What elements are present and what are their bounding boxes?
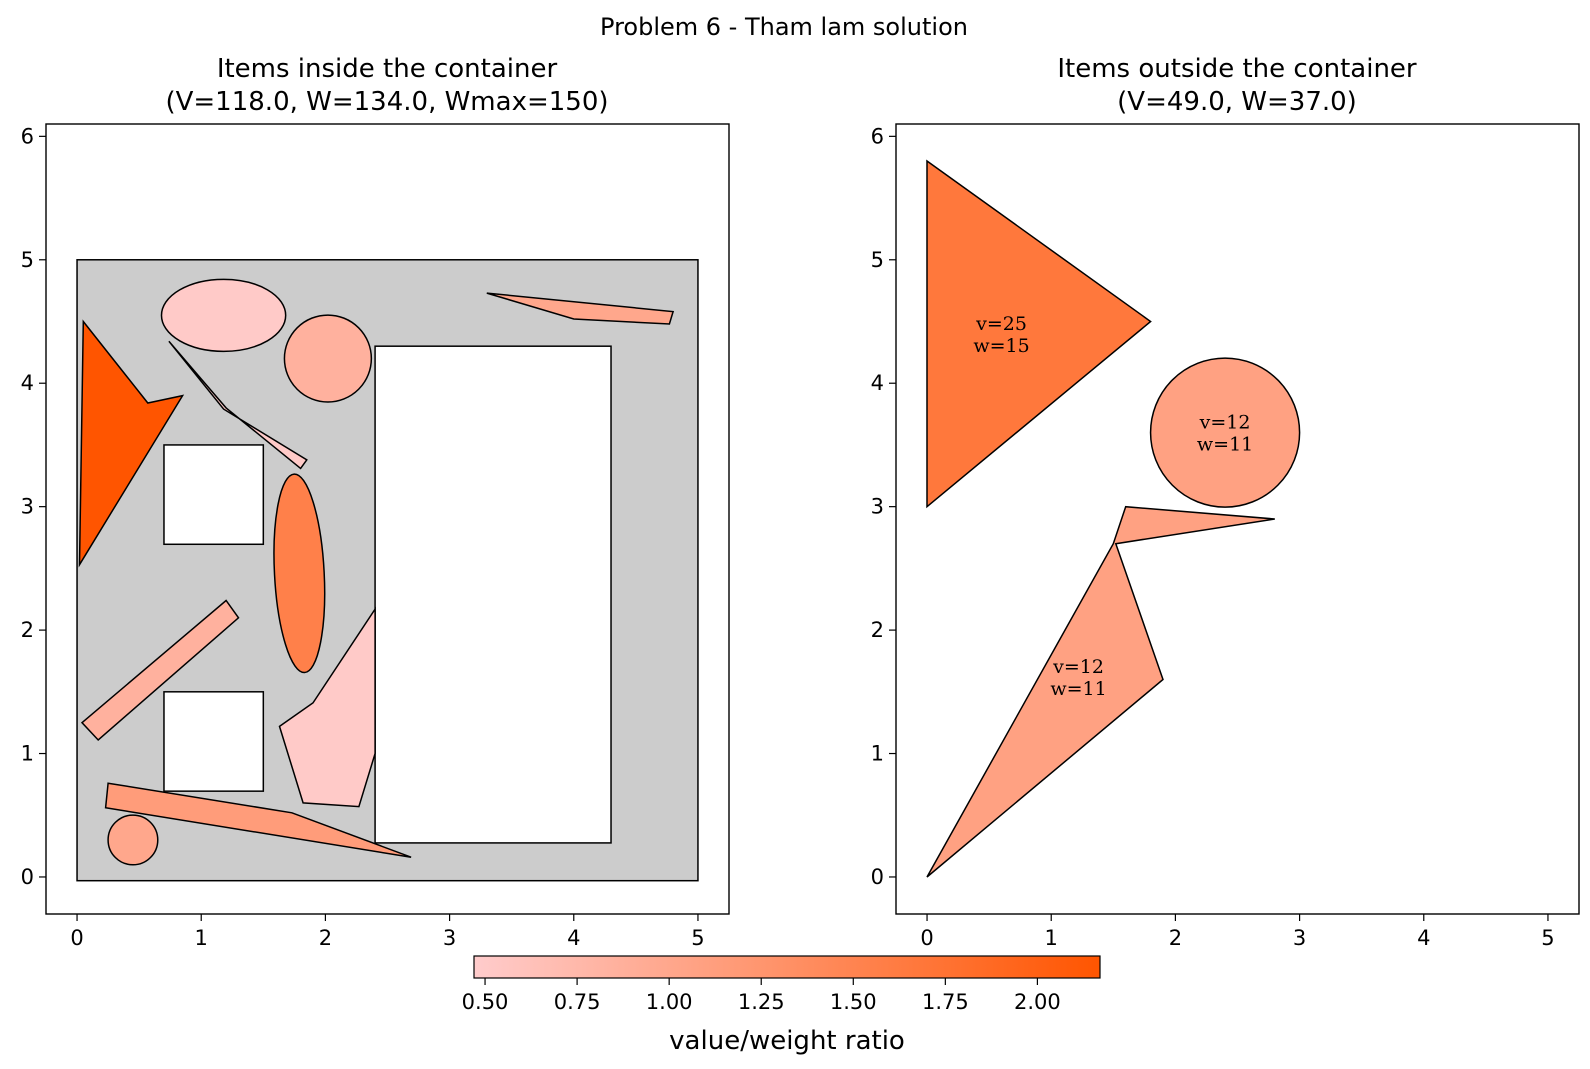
inside-item-0 <box>78 319 185 568</box>
colorbar-tick-label-2: 1.00 <box>646 990 693 1014</box>
outside-item-0 <box>926 159 1152 509</box>
outside-ytick-label-0: 0 <box>871 865 884 889</box>
container-hole-0 <box>163 444 265 546</box>
inside-item-2 <box>283 314 373 403</box>
inside-item-7 <box>278 606 376 808</box>
inside-xtick-label-2: 2 <box>319 926 332 950</box>
outside-item-0-value-label: v=25 <box>975 313 1027 335</box>
figure-suptitle: Problem 6 - Tham lam solution <box>600 13 968 41</box>
colorbar-tick-label-3: 1.25 <box>738 990 785 1014</box>
outside-xtick-label-0: 0 <box>920 926 933 950</box>
outside-item-1 <box>1149 357 1301 508</box>
colorbar-label: value/weight ratio <box>669 1026 905 1056</box>
container-hole-2 <box>374 345 612 844</box>
outside-item-1-weight-label: w=11 <box>1197 434 1253 456</box>
inside-item-8 <box>104 782 412 858</box>
inside-item-5 <box>273 473 326 674</box>
outside-item-2-weight-label: w=11 <box>1050 678 1106 700</box>
outside-item-2 <box>926 505 1275 878</box>
inside-xtick-label-1: 1 <box>195 926 208 950</box>
inside-xtick-label-3: 3 <box>443 926 456 950</box>
outside-ytick-label-4: 4 <box>871 371 884 395</box>
inside-xtick-label-0: 0 <box>70 926 83 950</box>
inside-ytick-label-1: 1 <box>21 742 34 766</box>
inside-ytick-label-6: 6 <box>21 124 34 148</box>
inside-ytick-label-2: 2 <box>21 618 34 642</box>
outside-axes-frame <box>895 123 1580 915</box>
chart-outside-title-line1: Items outside the container <box>1057 54 1417 84</box>
outside-xtick-label-3: 3 <box>1293 926 1306 950</box>
inside-item-3 <box>168 340 308 470</box>
inside-axis-ticks: 0 1 2 3 4 5 0 1 2 3 4 5 6 <box>21 124 705 950</box>
outside-ytick-label-3: 3 <box>871 495 884 519</box>
outside-item-2-value-label: v=12 <box>1052 656 1104 678</box>
outside-item-0-weight-label: w=15 <box>973 335 1029 357</box>
chart-outside-container: Items outside the container (V=49.0, W=3… <box>871 54 1580 950</box>
colorbar-ticks: 0.50 0.75 1.00 1.25 1.50 1.75 2.00 <box>462 978 1061 1014</box>
outside-ytick-label-5: 5 <box>871 248 884 272</box>
colorbar-tick-label-4: 1.50 <box>830 990 877 1014</box>
colorbar-tick-label-1: 0.75 <box>554 990 601 1014</box>
inside-axes-frame <box>45 123 730 915</box>
inside-item-6 <box>80 599 240 742</box>
inside-item-4 <box>486 292 675 325</box>
inside-ytick-label-3: 3 <box>21 495 34 519</box>
colorbar-tick-label-0: 0.50 <box>462 990 509 1014</box>
container-hole-1 <box>163 691 265 792</box>
outside-ytick-label-6: 6 <box>871 124 884 148</box>
inside-ytick-label-4: 4 <box>21 371 34 395</box>
inside-item-1 <box>160 278 287 353</box>
colorbar: 0.50 0.75 1.00 1.25 1.50 1.75 2.00 value/weigh… <box>462 955 1101 1056</box>
outside-xtick-label-2: 2 <box>1169 926 1182 950</box>
outside-axis-ticks: 0 1 2 3 4 5 0 1 2 3 4 5 6 <box>871 124 1555 950</box>
chart-inside-title-line1: Items inside the container <box>217 54 558 84</box>
outside-ytick-label-2: 2 <box>871 618 884 642</box>
colorbar-gradient <box>473 955 1101 979</box>
chart-inside-container: Items inside the container (V=118.0, W=1… <box>21 54 730 950</box>
outside-ytick-label-1: 1 <box>871 742 884 766</box>
outside-xtick-label-5: 5 <box>1541 926 1554 950</box>
outside-item-1-value-label: v=12 <box>1199 412 1251 434</box>
inside-xtick-label-4: 4 <box>567 926 580 950</box>
inside-plot-area <box>76 259 699 882</box>
chart-outside-title-line2: (V=49.0, W=37.0) <box>1117 87 1357 117</box>
colorbar-tick-label-6: 2.00 <box>1014 990 1061 1014</box>
inside-ytick-label-5: 5 <box>21 248 34 272</box>
inside-item-9 <box>107 814 159 866</box>
outside-plot-area: v=25w=15v=12w=11v=12w=11 <box>926 159 1301 878</box>
outside-xtick-label-1: 1 <box>1045 926 1058 950</box>
inside-ytick-label-0: 0 <box>21 865 34 889</box>
inside-xtick-label-5: 5 <box>691 926 704 950</box>
outside-xtick-label-4: 4 <box>1417 926 1430 950</box>
chart-inside-title-line2: (V=118.0, W=134.0, Wmax=150) <box>165 87 608 117</box>
colorbar-tick-label-5: 1.75 <box>922 990 969 1014</box>
